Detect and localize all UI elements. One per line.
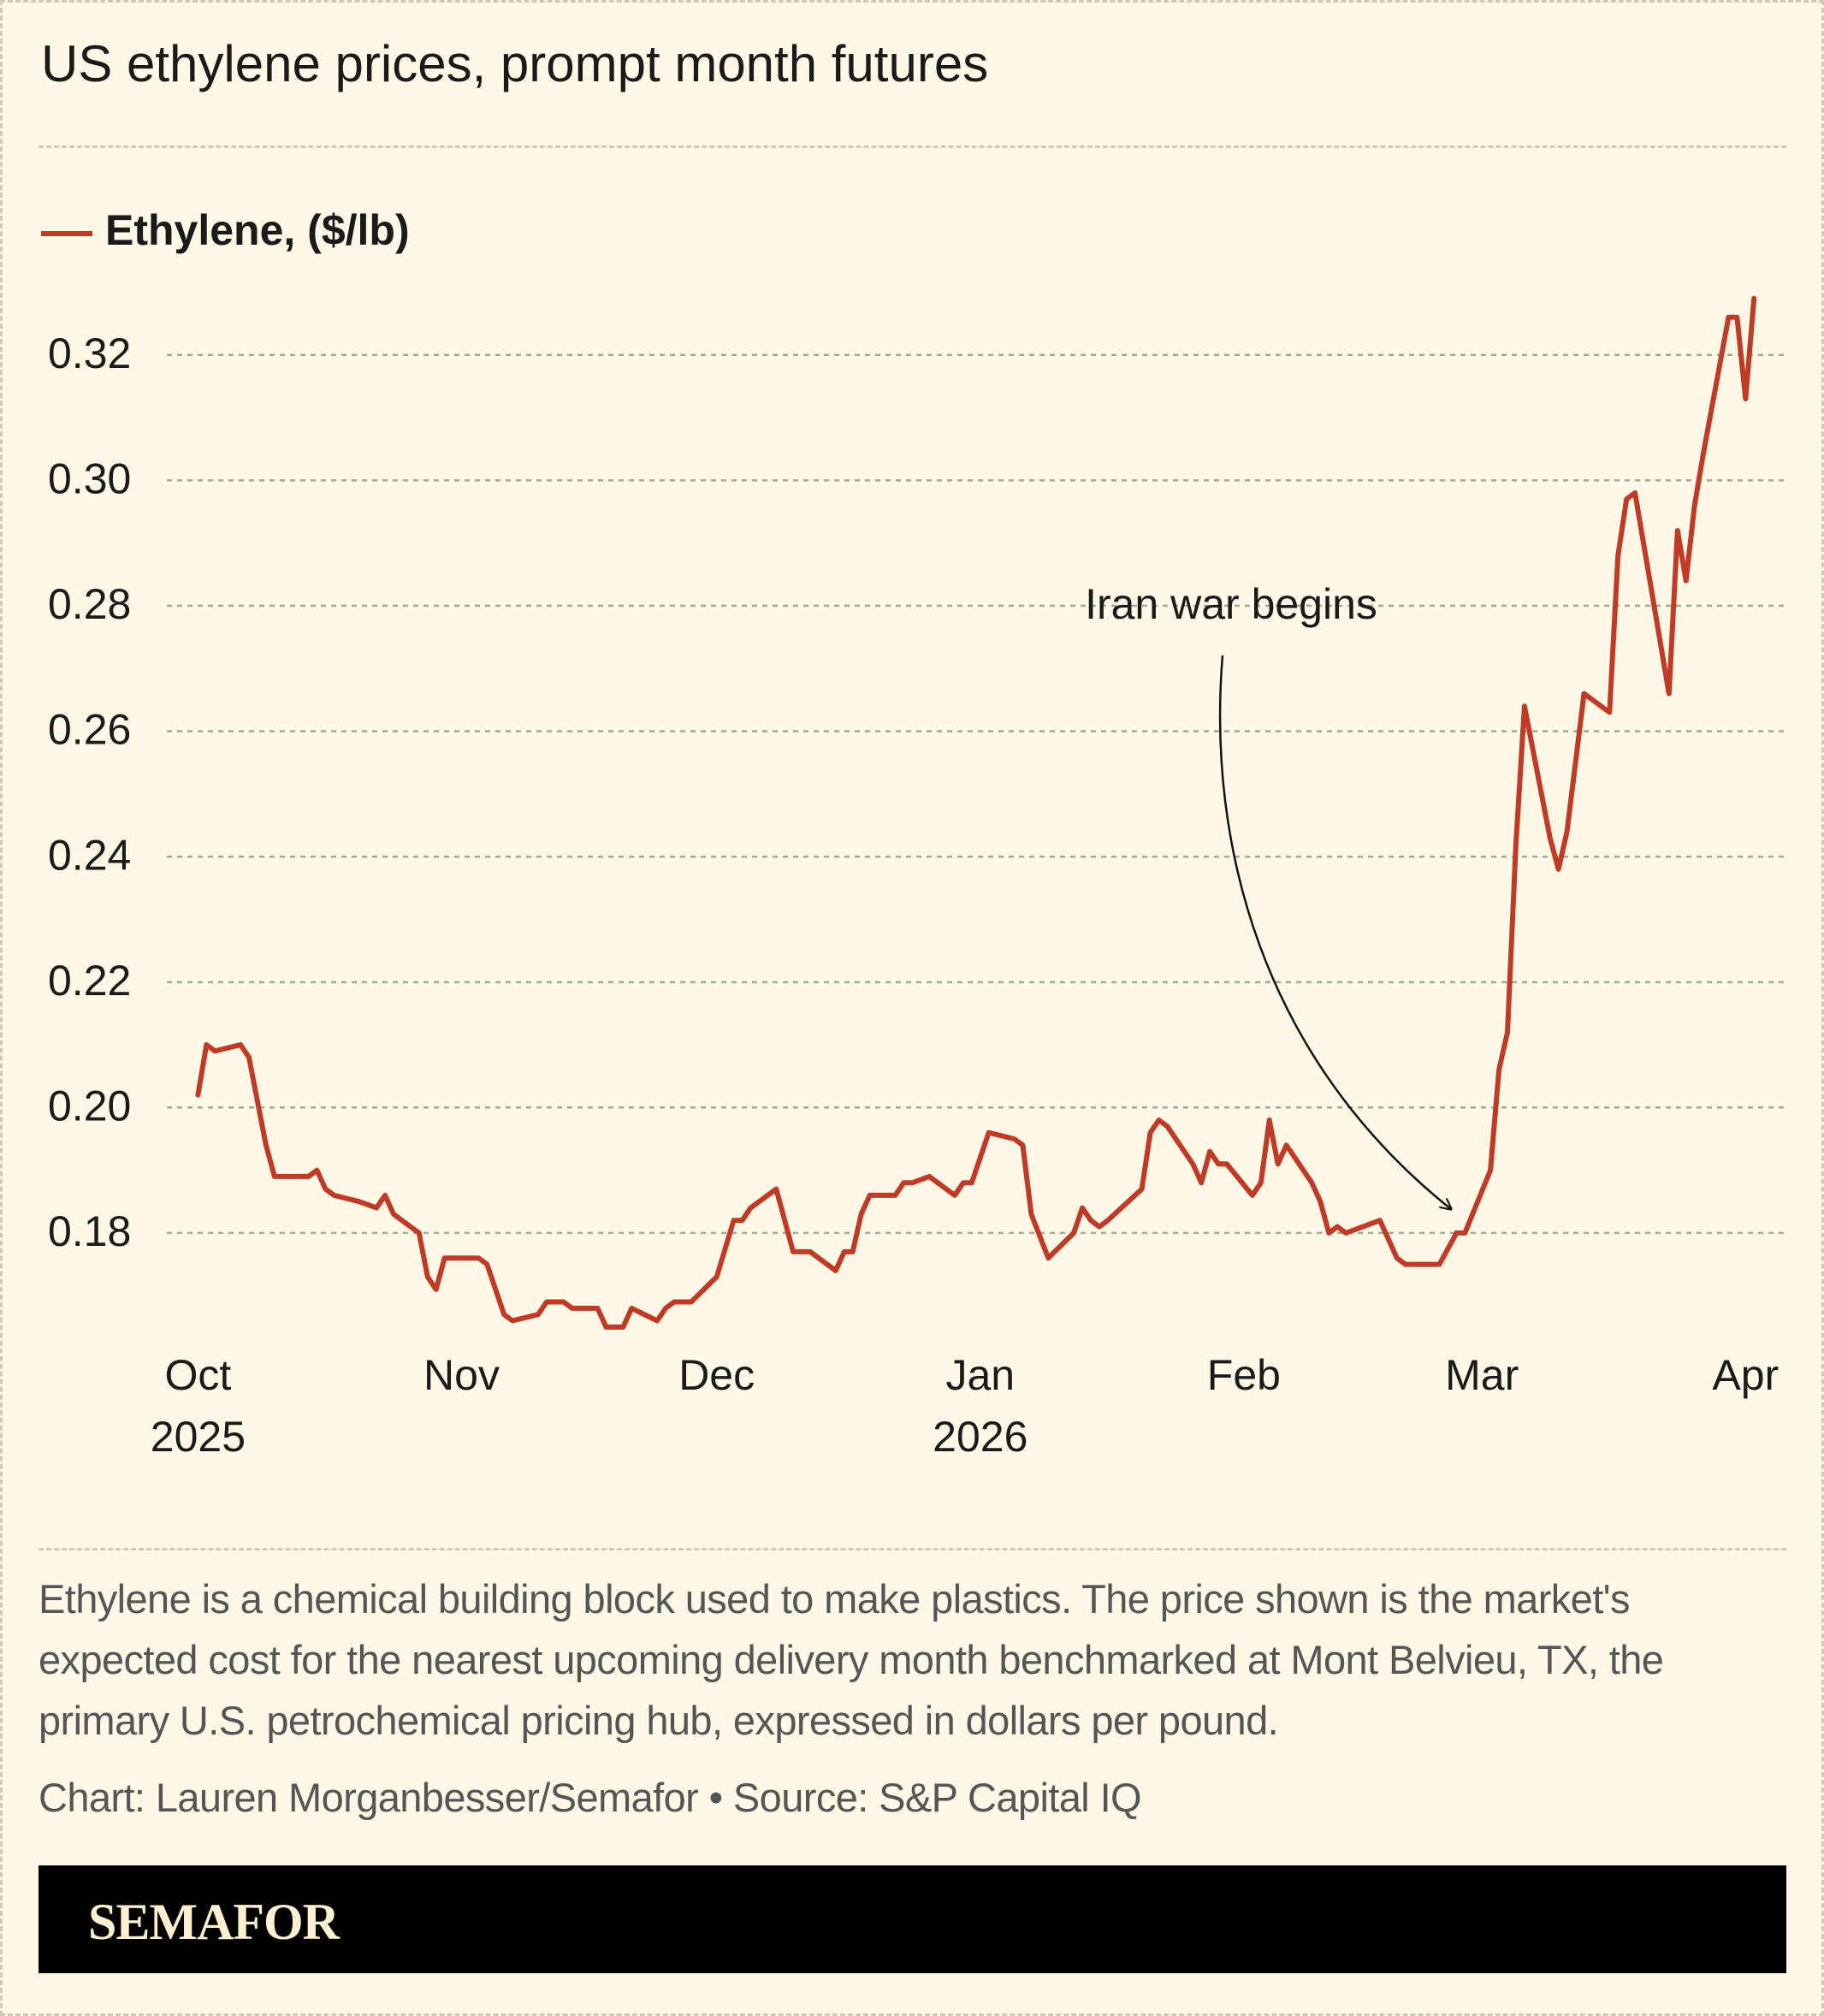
y-tick-label: 0.30 — [48, 455, 131, 503]
y-tick-label: 0.32 — [48, 329, 131, 377]
y-tick-label: 0.26 — [48, 706, 131, 754]
y-tick-label: 0.24 — [48, 831, 131, 879]
legend-label: Ethylene, ($/lb) — [105, 206, 410, 254]
y-tick-label: 0.20 — [48, 1082, 131, 1130]
y-tick-label: 0.18 — [48, 1207, 131, 1255]
chart-source: Chart: Lauren Morganbesser/Semafor • Sou… — [38, 1775, 1142, 1820]
x-tick-year: 2025 — [151, 1413, 246, 1461]
chart-title: US ethylene prices, prompt month futures — [41, 35, 988, 92]
annotation-arrow — [1218, 655, 1451, 1209]
x-tick-label: Jan — [945, 1351, 1015, 1399]
x-tick-label: Dec — [678, 1351, 755, 1399]
x-tick-label: Mar — [1445, 1351, 1519, 1399]
grid — [167, 353, 1789, 1235]
data-line — [195, 295, 1757, 1330]
chart: US ethylene prices, prompt month futures… — [41, 35, 1789, 1461]
x-tick-label: Nov — [423, 1351, 500, 1399]
annotation: Iran war begins — [1085, 580, 1377, 628]
y-tick-label: 0.22 — [48, 957, 131, 1005]
chart-note: Ethylene is a chemical building block us… — [38, 1576, 1664, 1743]
x-tick-year: 2026 — [933, 1413, 1027, 1461]
brand-bar: SEMAFOR — [38, 1865, 1786, 1973]
separator — [38, 1548, 1786, 1551]
y-tick-label: 0.28 — [48, 580, 131, 628]
x-tick-label: Oct — [165, 1351, 232, 1399]
x-tick-label: Feb — [1207, 1351, 1281, 1399]
x-tick-label: Apr — [1712, 1351, 1779, 1399]
separator — [38, 145, 1786, 148]
brand-logo: SEMAFOR — [88, 1894, 340, 1950]
